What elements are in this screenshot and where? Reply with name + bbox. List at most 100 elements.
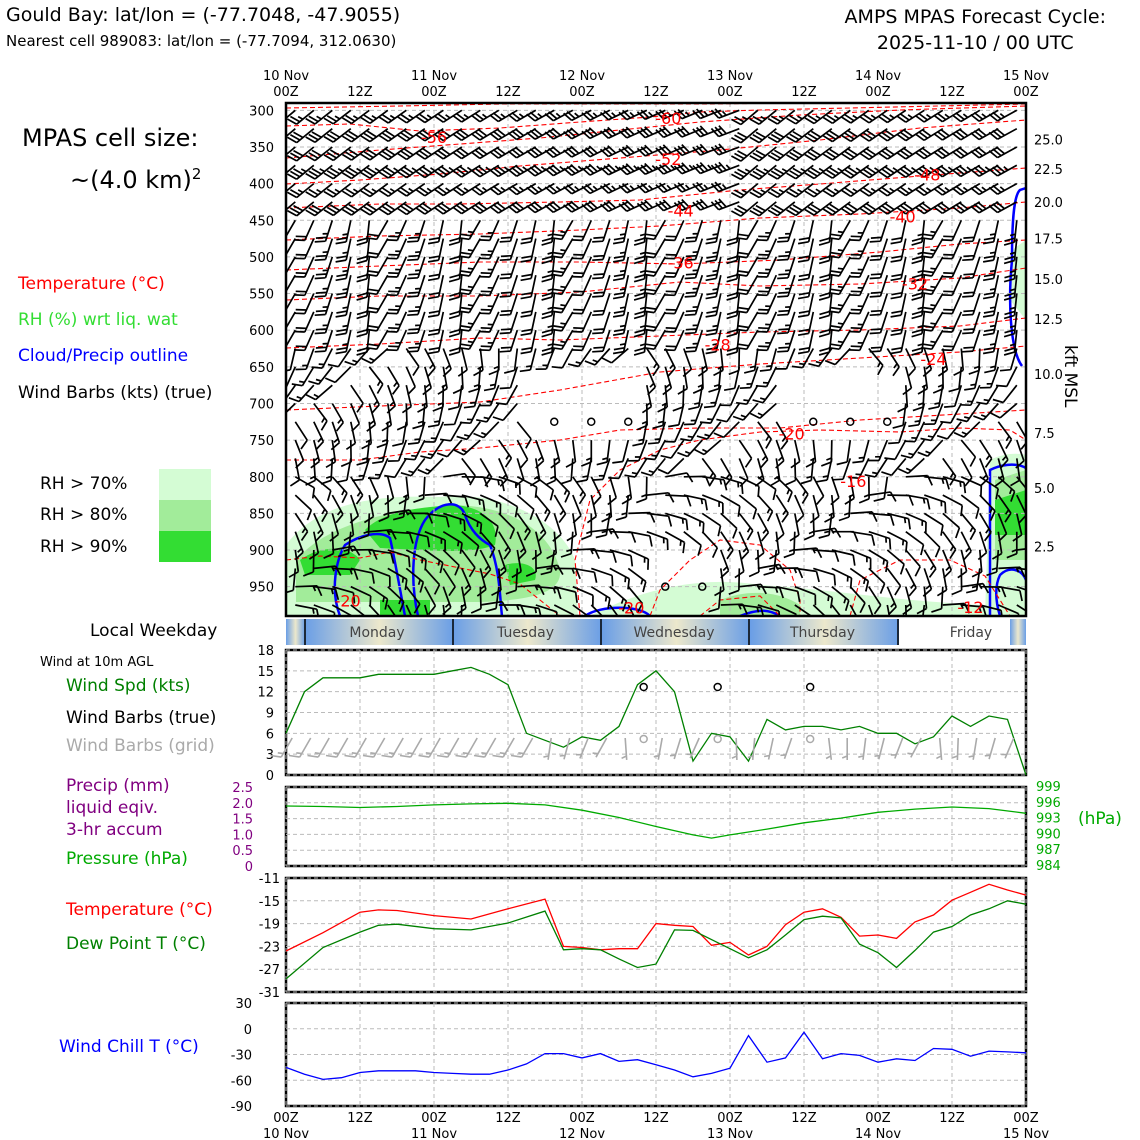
- wind-barb: [336, 458, 352, 484]
- wind-barb: [941, 256, 963, 278]
- grid-barb-group: [780, 737, 793, 760]
- wind-barb: [607, 476, 618, 506]
- wind-barb: [331, 494, 344, 524]
- wind-barb: [643, 329, 667, 351]
- wind-barb: [822, 182, 851, 198]
- wind-barb: [818, 275, 833, 301]
- wind-barb: [313, 494, 329, 523]
- wind-barb-grid: [270, 737, 293, 758]
- wind-tick-label: 12: [257, 686, 274, 701]
- isotherm-line: [699, 595, 781, 616]
- wind-barb: [756, 219, 778, 242]
- wind-barb: [498, 494, 519, 518]
- wind-barb-true: [539, 690, 552, 711]
- weekday-band: [1010, 619, 1026, 645]
- wind-barb: [643, 219, 667, 241]
- wind-barb: [286, 402, 296, 414]
- wind-barb: [565, 439, 577, 468]
- wind-barb: [657, 457, 685, 475]
- wind-barb: [941, 293, 963, 315]
- wind-barb: [941, 329, 963, 352]
- wind-barb: [900, 439, 925, 459]
- wind-barb: [831, 530, 859, 543]
- wind-barb: [859, 201, 888, 216]
- top-date-label: 10 Nov: [263, 69, 309, 84]
- wind-barb: [621, 476, 633, 505]
- wind-barb: [749, 201, 777, 217]
- wind-barb: [920, 219, 944, 241]
- wind-barb: [673, 198, 703, 212]
- wind-barb: [831, 586, 850, 612]
- wind-barb: [463, 384, 482, 409]
- wind-barb: [804, 201, 833, 216]
- wind-barb: [911, 311, 926, 338]
- wind-barb: [828, 256, 852, 277]
- wind-barb-grid: [1001, 737, 1015, 759]
- wind-barb: [960, 494, 980, 519]
- grid-barb-group: [984, 737, 996, 760]
- wind-barb: [684, 256, 704, 280]
- wind-barb: [914, 127, 944, 142]
- wind-barb: [387, 366, 400, 395]
- wind-barb: [636, 476, 648, 504]
- bottom-date-label: 14 Nov: [855, 1127, 901, 1140]
- wind-barb: [828, 238, 852, 259]
- cross-section-frame: [284, 101, 1028, 618]
- wind-barb: [403, 439, 426, 461]
- wind-barb: [323, 146, 352, 162]
- wind-barb: [868, 530, 892, 550]
- wind-barb: [427, 256, 445, 282]
- wind-barb-true: [645, 690, 663, 707]
- local-weekday-label: Local Weekday: [90, 621, 218, 641]
- wind-barb: [951, 164, 981, 178]
- wind-barb: [757, 421, 773, 449]
- wind-barb: [286, 201, 315, 217]
- wind-barb: [920, 274, 944, 296]
- wind-barb: [655, 162, 685, 175]
- wind-barb: [662, 366, 673, 396]
- wind-barb: [933, 201, 962, 215]
- wind-barb: [828, 274, 852, 296]
- wind-barb: [499, 329, 519, 353]
- wind-barb: [749, 128, 777, 144]
- pressure-tick-label: 900: [249, 544, 274, 559]
- wind-barb: [786, 164, 814, 180]
- wind-barb: [726, 311, 741, 338]
- wind-barb: [372, 439, 389, 465]
- wind-barb: [636, 162, 666, 175]
- isotherm-line: [286, 409, 1026, 461]
- wind-barb: [923, 549, 937, 578]
- wind-barb: [343, 513, 355, 542]
- wind-barb: [869, 329, 889, 353]
- wind-barb: [289, 458, 301, 487]
- wind-barb: [544, 182, 574, 195]
- wind-barb: [489, 164, 518, 178]
- wind-barb: [730, 128, 759, 144]
- wind-barb: [332, 585, 356, 604]
- wind-barb: [387, 586, 405, 613]
- wind-barb: [325, 439, 337, 469]
- legend-temperature: Temperature (°C): [18, 274, 165, 294]
- wind-barb: [424, 348, 436, 377]
- wind-barb: [719, 384, 741, 407]
- wind-barb: [458, 329, 482, 351]
- wind-barb: [384, 457, 408, 479]
- wind-barb: [646, 512, 673, 527]
- wind-barb: [660, 439, 685, 459]
- wind-barb: [988, 164, 1018, 177]
- bottom-hour-label: 12Z: [495, 1111, 521, 1126]
- wind-barb-grid: [653, 737, 663, 760]
- wind-barb: [599, 109, 629, 121]
- wind-barb: [427, 238, 445, 263]
- grid-barb-group: [288, 737, 312, 758]
- wind-barb: [434, 164, 463, 178]
- wind-barb: [591, 567, 614, 587]
- wind-barb: [868, 586, 882, 615]
- wind-barb: [905, 348, 917, 377]
- wind-barb: [849, 586, 866, 614]
- wind-barb: [890, 330, 907, 355]
- wind-barb: [453, 439, 481, 456]
- wind-barb: [541, 238, 556, 265]
- top-date-label: 11 Nov: [411, 69, 457, 84]
- wind-barb: [352, 458, 371, 482]
